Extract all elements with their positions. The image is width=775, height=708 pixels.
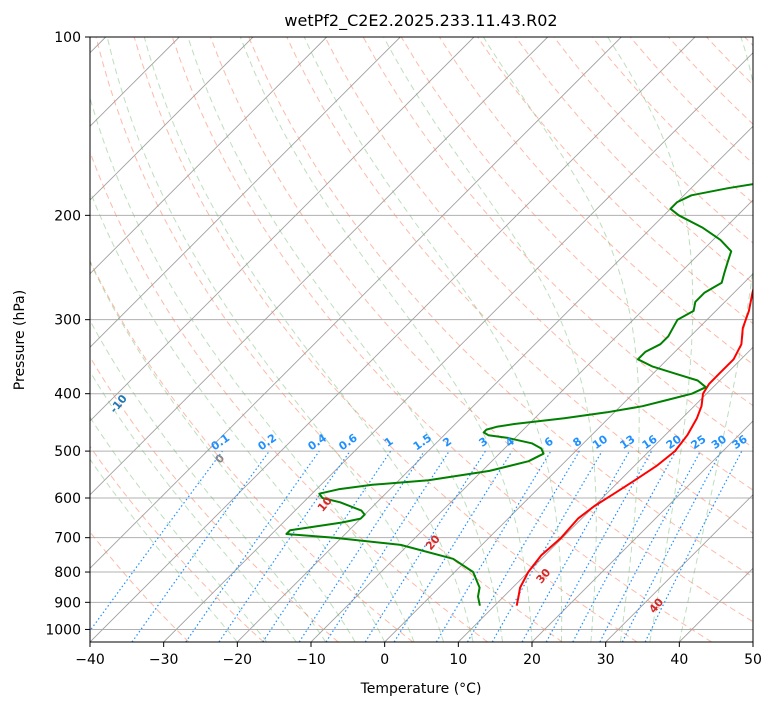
mixing-ratio-line <box>644 450 743 642</box>
moist-adiabat-line <box>383 37 597 642</box>
y-tick-label: 1000 <box>45 622 81 638</box>
isotherm-line <box>605 494 753 642</box>
y-tick-label: 200 <box>54 208 81 224</box>
moist-adiabat-line <box>90 319 327 642</box>
mixing-ratio-line <box>218 450 351 642</box>
isotherm-line <box>90 37 254 201</box>
dry-adiabat-line <box>171 37 712 642</box>
y-tick-label: 800 <box>54 565 81 581</box>
moist-adiabat-line <box>187 37 503 642</box>
y-tick-label: 400 <box>54 387 81 403</box>
dry-adiabat-line <box>210 37 753 623</box>
isotherm-line <box>457 346 753 642</box>
mixing-ratio-line <box>185 450 320 642</box>
mixing-ratio-line <box>393 450 513 642</box>
mixing-ratio-line <box>131 450 270 642</box>
dry-adiabat-line <box>90 259 414 642</box>
isotherm-line <box>90 37 622 569</box>
dry-adiabat-line <box>90 445 264 642</box>
x-tick-label: 30 <box>597 652 615 668</box>
moist-adiabat-line <box>303 37 563 642</box>
x-tick-label: −20 <box>223 652 253 668</box>
dry-adiabat-line <box>133 37 638 642</box>
moist-adiabat-line <box>607 37 694 642</box>
y-tick-label: 300 <box>54 313 81 329</box>
isotherm-line <box>90 37 401 348</box>
x-axis-title: Temperature (°C) <box>360 681 482 697</box>
y-tick-label: 700 <box>54 531 81 547</box>
moist-adiabat-line <box>239 37 533 642</box>
dry-adiabat-line <box>324 37 753 491</box>
x-tick-label: −30 <box>149 652 179 668</box>
moist-adiabat-line <box>678 37 753 642</box>
x-tick-label: 10 <box>449 652 467 668</box>
dry-adiabat-line <box>286 37 753 534</box>
moist-adiabat-line <box>106 37 445 642</box>
y-tick-label: 600 <box>54 491 81 507</box>
chart-title: wetPf2_C2E2.2025.233.11.43.R02 <box>284 11 557 31</box>
x-tick-label: 0 <box>380 652 389 668</box>
y-axis-title: Pressure (hPa) <box>12 290 28 390</box>
x-tick-label: 50 <box>744 652 762 668</box>
mixing-ratio-line <box>521 450 631 642</box>
moist-adiabat-line <box>90 189 386 642</box>
mixing-ratio-line <box>90 450 223 632</box>
y-tick-label: 900 <box>54 595 81 611</box>
mixing-ratio-line <box>545 450 653 642</box>
isotherm-line <box>90 37 328 275</box>
moist-adiabat-line <box>482 37 640 642</box>
y-tick-label: 500 <box>54 444 81 460</box>
x-tick-label: −10 <box>296 652 326 668</box>
moist-adiabat-line <box>90 416 268 642</box>
x-tick-label: 40 <box>670 652 688 668</box>
isotherm-line <box>90 37 696 642</box>
mixing-ratio-line <box>262 450 392 642</box>
moist-adiabat-line <box>90 458 238 642</box>
x-tick-label: −40 <box>75 652 105 668</box>
mixing-ratio-line <box>325 450 450 642</box>
moist-adiabat-line <box>90 370 297 642</box>
isotherm-line <box>90 37 475 422</box>
plot-frame <box>89 36 754 643</box>
mixing-ratio-line <box>572 450 677 642</box>
moist-adiabat-line <box>90 260 356 642</box>
dry-adiabat-line <box>515 37 753 284</box>
moist-adiabat-line <box>143 37 474 642</box>
isotherm-line <box>531 420 753 642</box>
dry-adiabat-line <box>90 356 339 642</box>
x-tick-label: 20 <box>523 652 541 668</box>
mixing-ratio-line <box>298 450 425 642</box>
isotherm-line <box>90 37 549 496</box>
dewpoint-profile-line <box>285 183 753 606</box>
isotherm-line <box>163 52 753 642</box>
y-tick-label: 100 <box>54 30 81 46</box>
isotherm-line <box>236 125 753 642</box>
moist-adiabat-line <box>90 96 415 642</box>
dry-adiabat-line <box>95 37 563 642</box>
isotherm-line <box>384 273 753 642</box>
temperature-profile-line <box>515 286 753 606</box>
